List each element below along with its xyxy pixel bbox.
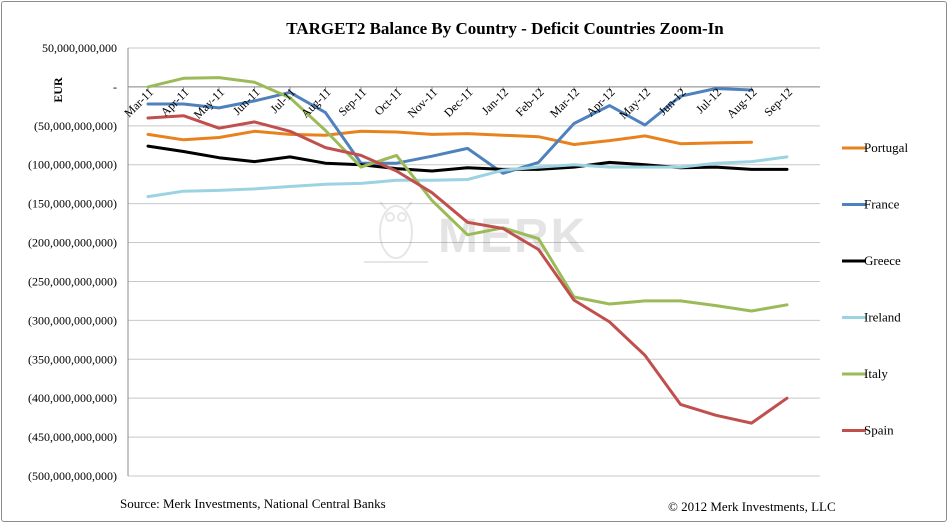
x-tick-label: Apr-11 [158, 85, 192, 119]
series-line-portugal [146, 129, 753, 146]
x-tick-label: Nov-11 [405, 85, 441, 121]
series-line-france [146, 87, 753, 175]
x-tick-label: Jun-12 [656, 85, 689, 118]
x-tick-label: Feb-12 [513, 85, 547, 119]
x-tick-label: Oct-11 [371, 85, 404, 118]
y-tick-label: (200,000,000,000) [28, 236, 117, 250]
series-lines [146, 76, 789, 425]
legend-label: Ireland [864, 310, 901, 325]
y-tick-label: (300,000,000,000) [28, 313, 117, 327]
source-note: Source: Merk Investments, National Centr… [120, 496, 386, 511]
legend-label: Italy [864, 366, 888, 381]
y-axis-tick-labels: 50,000,000,000 - (50,000,000,000) (100,000,… [28, 41, 117, 483]
x-tick-label: Jan-12 [479, 85, 512, 118]
y-tick-label: (250,000,000,000) [28, 274, 117, 288]
legend: Portugal France Greece Ireland Italy Spain [842, 140, 908, 438]
y-tick-label: (450,000,000,000) [28, 430, 117, 444]
gridlines [127, 47, 820, 477]
legend-item-ireland: Ireland [842, 310, 901, 325]
x-tick-label: Apr-12 [583, 85, 617, 119]
y-tick-label: (400,000,000,000) [28, 391, 117, 405]
legend-label: Portugal [864, 140, 908, 155]
legend-item-greece: Greece [842, 253, 901, 268]
y-tick-label: 50,000,000,000 [42, 41, 117, 55]
legend-item-portugal: Portugal [842, 140, 908, 155]
legend-item-spain: Spain [842, 423, 894, 438]
legend-label: France [864, 197, 900, 212]
y-axis-label: EUR [51, 77, 65, 103]
legend-label: Greece [864, 253, 901, 268]
x-tick-label: Mar-12 [547, 85, 582, 120]
y-tick-label: (50,000,000,000) [34, 119, 117, 133]
x-tick-label: Sep-12 [761, 85, 795, 119]
legend-item-italy: Italy [842, 366, 888, 381]
x-tick-label: Dec-11 [441, 85, 476, 120]
series-line-ireland [146, 155, 789, 199]
y-tick-label: - [113, 80, 117, 94]
y-tick-label: (500,000,000,000) [28, 469, 117, 483]
chart-title: TARGET2 Balance By Country - Deficit Cou… [286, 19, 724, 38]
series-line-italy [146, 76, 789, 313]
x-tick-label: May-12 [616, 85, 653, 122]
legend-item-france: France [842, 197, 900, 212]
y-tick-label: (100,000,000,000) [28, 158, 117, 172]
y-tick-label: (150,000,000,000) [28, 197, 117, 211]
x-tick-label: Sep-11 [335, 85, 369, 119]
x-tick-label: May-11 [191, 85, 227, 121]
x-axis-tick-labels: Mar-11 Apr-11 May-11 Jun-11 Jul-11 Aug-11 Sep-… [121, 85, 795, 122]
y-tick-label: (350,000,000,000) [28, 352, 117, 366]
legend-label: Spain [864, 423, 894, 438]
owl-logo-icon [364, 201, 428, 263]
series-line-spain [146, 114, 789, 425]
copyright-note: © 2012 Merk Investments, LLC [668, 499, 836, 514]
